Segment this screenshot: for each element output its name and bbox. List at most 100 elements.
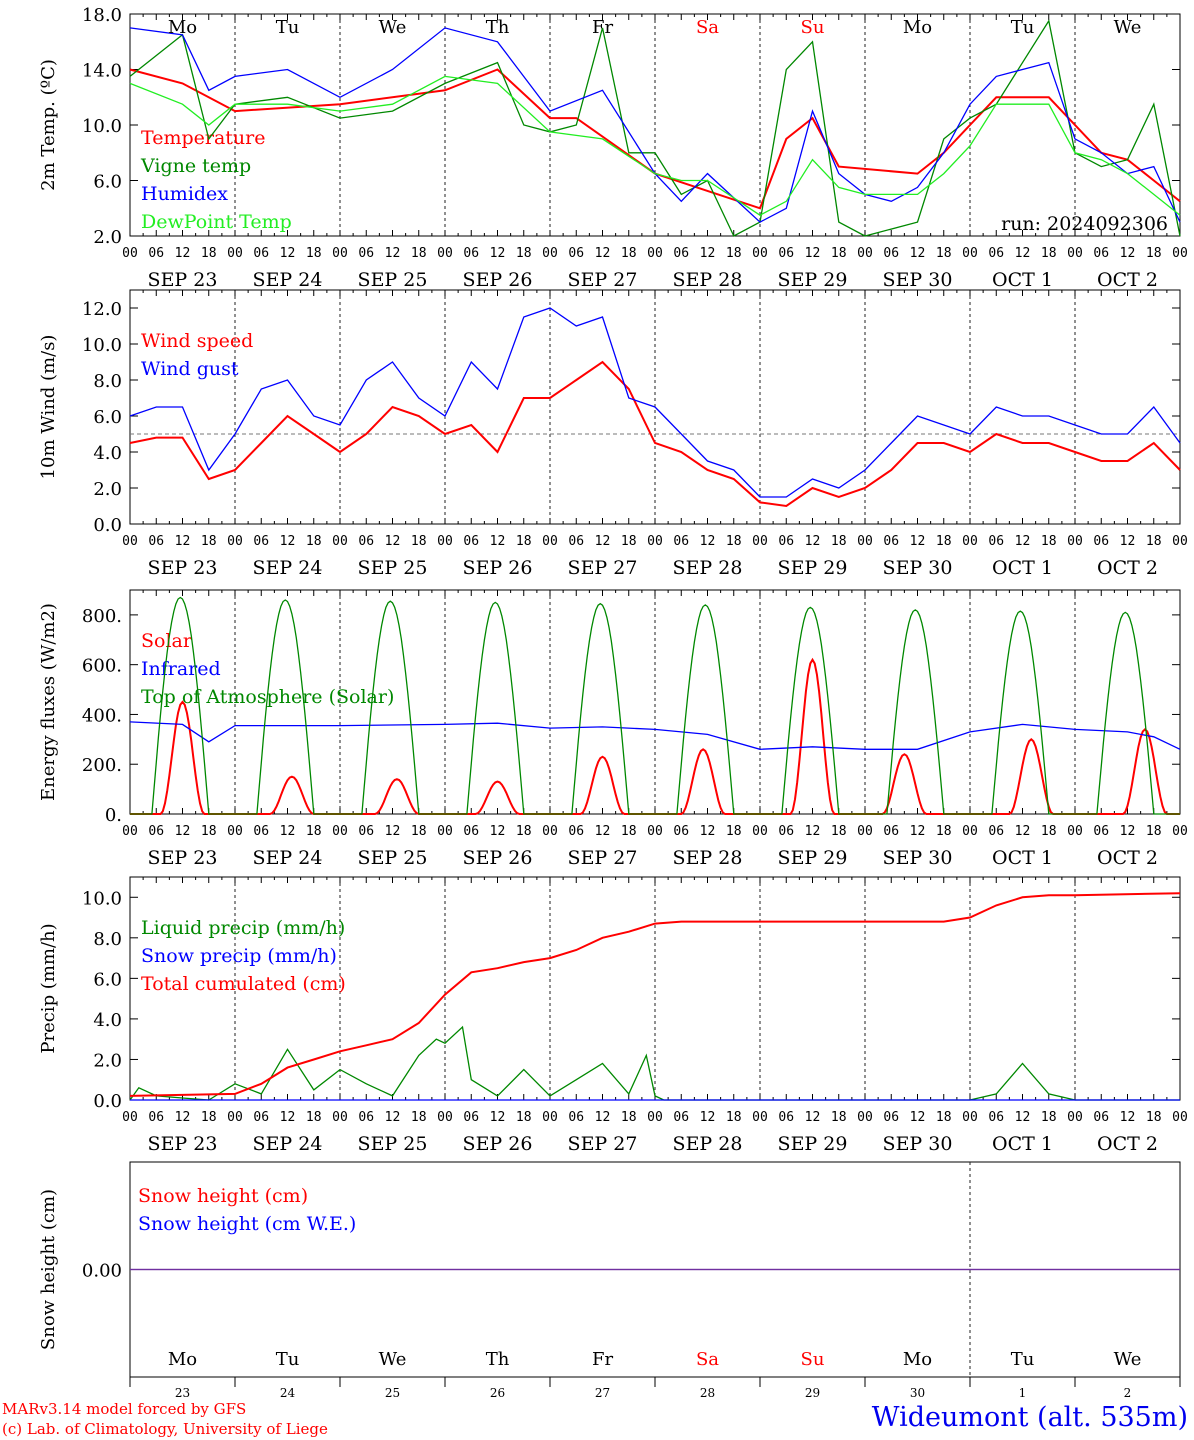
legend-entry: Total cumulated (cm) <box>141 973 346 995</box>
date-label: SEP 29 <box>778 847 848 869</box>
x-tick-label: 00 <box>857 246 873 261</box>
date-label: SEP 27 <box>568 557 638 579</box>
x-tick-label: 12 <box>1120 534 1136 549</box>
date-label: SEP 27 <box>568 847 638 869</box>
date-label: SEP 29 <box>778 269 848 291</box>
weekday-label: Mo <box>903 1349 932 1370</box>
x-tick-label: 00 <box>122 246 138 261</box>
x-tick-label: 12 <box>385 534 401 549</box>
legend-entry: Vigne temp <box>140 155 251 177</box>
x-tick-label: 00 <box>1172 246 1188 261</box>
x-tick-label: 18 <box>831 534 847 549</box>
x-tick-label: 06 <box>568 246 584 261</box>
x-tick-label: 00 <box>332 246 348 261</box>
day-number-label: 2 <box>1124 1386 1132 1400</box>
x-tick-label: 12 <box>490 1110 506 1125</box>
weekday-label: Tu <box>276 17 300 38</box>
x-tick-label: 12 <box>1015 824 1031 839</box>
weekday-label: Tu <box>1011 1349 1035 1370</box>
weekday-label: Tu <box>1011 17 1035 38</box>
x-tick-label: 18 <box>621 1110 637 1125</box>
x-tick-label: 18 <box>1041 534 1057 549</box>
x-tick-label: 06 <box>253 246 269 261</box>
date-label: OCT 1 <box>992 269 1053 291</box>
x-tick-label: 00 <box>227 534 243 549</box>
weekday-label: We <box>379 1349 407 1370</box>
date-label: SEP 28 <box>673 1133 743 1155</box>
legend-entry: Humidex <box>141 183 228 205</box>
x-tick-label: 06 <box>988 246 1004 261</box>
date-label: SEP 25 <box>358 557 428 579</box>
x-tick-label: 12 <box>595 534 611 549</box>
x-tick-label: 06 <box>568 534 584 549</box>
x-tick-label: 06 <box>148 1110 164 1125</box>
series-line <box>130 596 1180 815</box>
x-tick-label: 12 <box>280 534 296 549</box>
date-label: SEP 26 <box>463 557 533 579</box>
x-tick-label: 18 <box>306 824 322 839</box>
y-tick-label: 10.0 <box>82 888 122 909</box>
x-tick-label: 12 <box>805 534 821 549</box>
weekday-label: Fr <box>592 1349 613 1370</box>
x-tick-label: 00 <box>1172 534 1188 549</box>
x-tick-label: 00 <box>857 1110 873 1125</box>
date-label: SEP 26 <box>463 1133 533 1155</box>
date-label: SEP 27 <box>568 1133 638 1155</box>
legend-entry: Top of Atmosphere (Solar) <box>141 686 394 708</box>
date-label: SEP 27 <box>568 269 638 291</box>
y-axis-label: 2m Temp. (ºC) <box>38 59 59 191</box>
x-tick-label: 00 <box>437 824 453 839</box>
y-tick-label: 12.0 <box>82 299 122 320</box>
x-tick-label: 00 <box>227 1110 243 1125</box>
x-tick-label: 12 <box>910 534 926 549</box>
day-number-label: 26 <box>490 1386 505 1400</box>
date-label: SEP 30 <box>883 1133 953 1155</box>
x-tick-label: 06 <box>148 534 164 549</box>
x-tick-label: 12 <box>595 1110 611 1125</box>
day-number-label: 30 <box>910 1386 925 1400</box>
x-tick-label: 12 <box>1120 824 1136 839</box>
y-tick-label: 600. <box>82 656 122 677</box>
x-tick-label: 00 <box>752 534 768 549</box>
series-line <box>129 307 1181 498</box>
x-tick-label: 12 <box>280 824 296 839</box>
x-tick-label: 06 <box>988 824 1004 839</box>
x-tick-label: 00 <box>1172 824 1188 839</box>
x-tick-label: 18 <box>201 1110 217 1125</box>
x-tick-label: 18 <box>411 534 427 549</box>
series-line <box>129 75 1181 216</box>
day-number-label: 27 <box>595 1386 610 1400</box>
x-tick-label: 00 <box>122 824 138 839</box>
weekday-label: Mo <box>903 17 932 38</box>
x-tick-label: 18 <box>936 246 952 261</box>
x-tick-label: 18 <box>831 246 847 261</box>
date-label: SEP 28 <box>673 557 743 579</box>
date-label: SEP 24 <box>253 557 323 579</box>
y-tick-label: 10.0 <box>82 335 122 356</box>
weekday-label: Sa <box>696 1349 719 1370</box>
x-tick-label: 00 <box>332 1110 348 1125</box>
x-tick-label: 18 <box>201 824 217 839</box>
x-tick-label: 06 <box>778 534 794 549</box>
series-line <box>129 68 1181 210</box>
x-tick-label: 18 <box>411 1110 427 1125</box>
x-tick-label: 18 <box>1041 1110 1057 1125</box>
x-tick-label: 00 <box>1067 824 1083 839</box>
weekday-label: Tu <box>276 1349 300 1370</box>
x-tick-label: 12 <box>700 824 716 839</box>
x-tick-label: 00 <box>122 534 138 549</box>
x-tick-label: 06 <box>1093 246 1109 261</box>
x-tick-label: 00 <box>752 1110 768 1125</box>
date-label: SEP 23 <box>148 557 218 579</box>
x-tick-label: 12 <box>175 1110 191 1125</box>
x-tick-label: 12 <box>910 824 926 839</box>
x-tick-label: 18 <box>201 534 217 549</box>
x-tick-label: 18 <box>306 246 322 261</box>
x-tick-label: 06 <box>148 824 164 839</box>
x-tick-label: 12 <box>700 534 716 549</box>
legend-entry: DewPoint Temp <box>141 211 292 233</box>
x-tick-label: 00 <box>542 246 558 261</box>
x-tick-label: 06 <box>358 824 374 839</box>
y-tick-label: 0. <box>105 805 122 826</box>
date-label: OCT 1 <box>992 1133 1053 1155</box>
